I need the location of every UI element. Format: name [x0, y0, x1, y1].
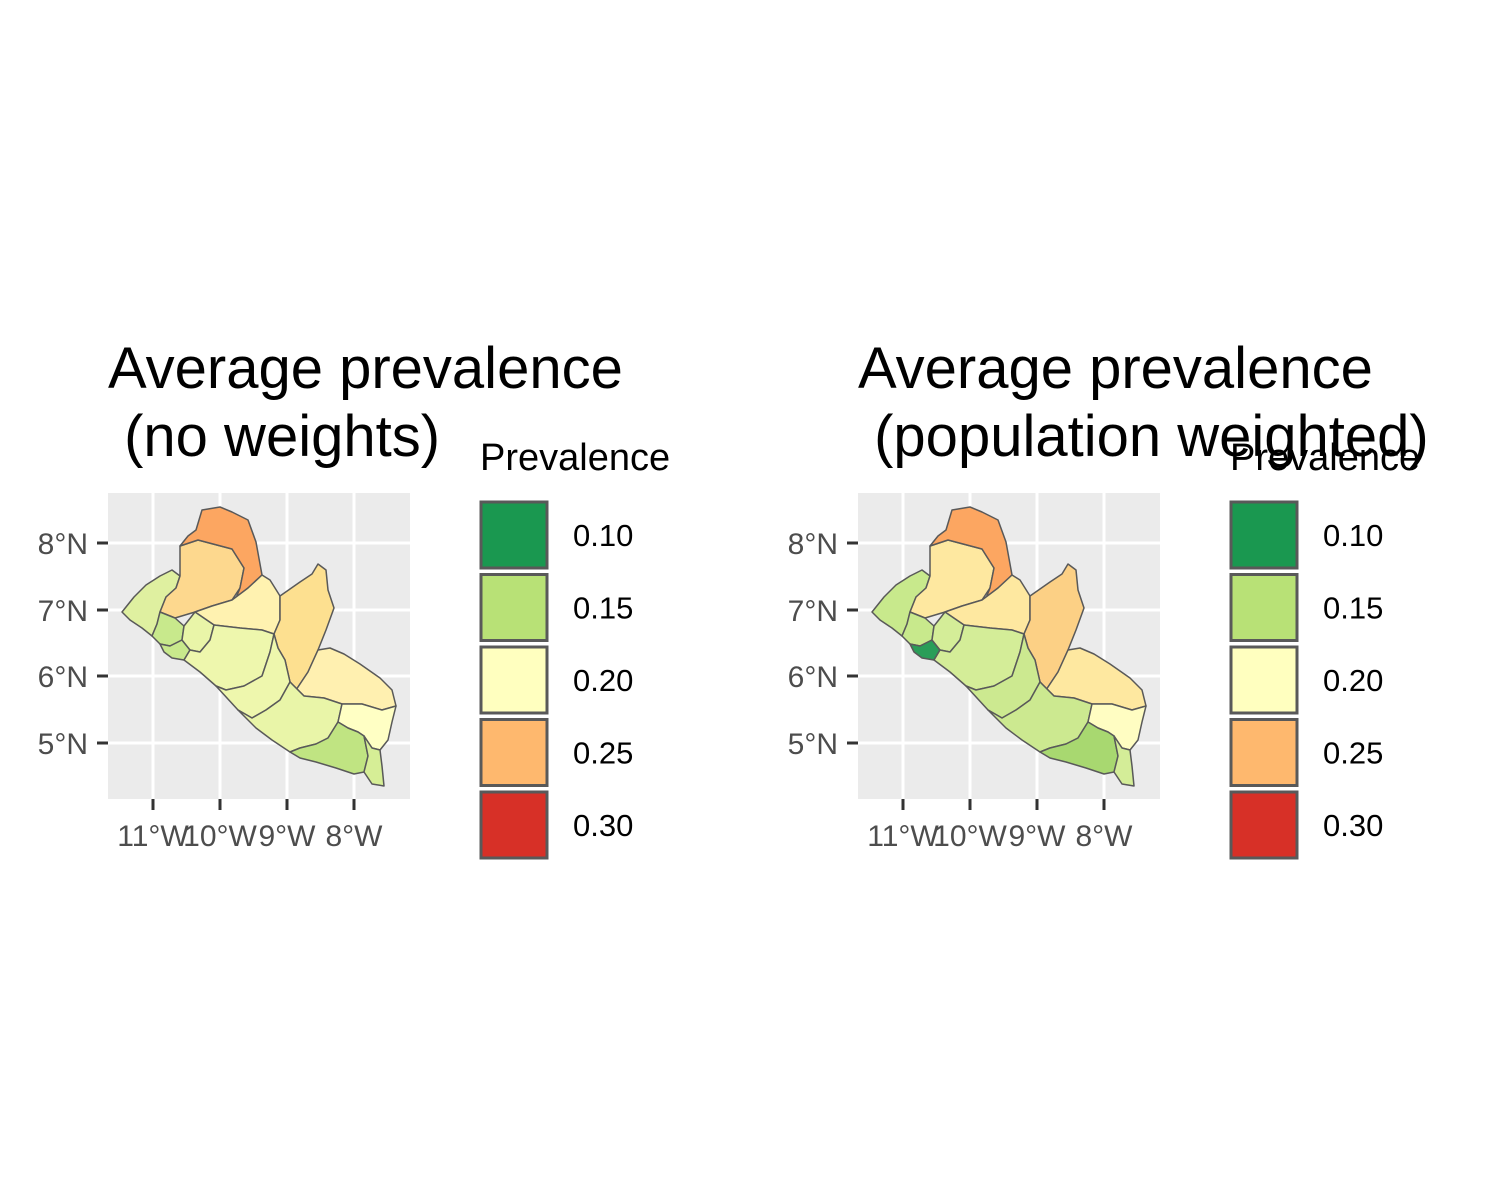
legend-key-swatch	[1229, 500, 1299, 570]
county-lofa	[929, 506, 1013, 599]
county-maryland	[1113, 735, 1135, 787]
legend-key-swatch	[479, 573, 549, 642]
legend-key-swatch	[1229, 573, 1299, 642]
legend-key-label: 0.10	[573, 518, 633, 553]
lon-axis: 11°W 10°W 9°W 8°W	[117, 799, 383, 853]
legend-key-label: 0.20	[1323, 663, 1383, 698]
legend-key-swatch	[1229, 645, 1299, 715]
lon-tick-label: 9°W	[1009, 820, 1067, 853]
lon-tick-label: 9°W	[259, 820, 317, 853]
lat-axis: 8°N 7°N 6°N 5°N	[788, 528, 858, 761]
legend-key-swatch	[479, 645, 549, 715]
legend-key-swatch	[1229, 718, 1299, 787]
legend-key-swatch	[479, 790, 549, 860]
map-panel-population-weighted: Average prevalence (population weighted)…	[788, 336, 1429, 860]
lat-tick-label: 6°N	[38, 661, 88, 694]
lon-tick-label: 10°W	[933, 820, 1007, 853]
lat-tick-label: 5°N	[788, 728, 838, 761]
lon-axis: 11°W 10°W 9°W 8°W	[867, 799, 1133, 853]
legend-key-label: 0.30	[1323, 808, 1383, 843]
county-polygons	[121, 506, 397, 787]
lon-tick-label: 11°W	[117, 820, 189, 853]
legend: Prevalence 0.10 0.15 0.20 0.25 0.30	[479, 437, 670, 860]
lat-tick-label: 6°N	[788, 661, 838, 694]
lat-tick-label: 8°N	[788, 528, 838, 561]
lat-tick-label: 7°N	[788, 595, 838, 628]
legend: Prevalence 0.10 0.15 0.20 0.25 0.30	[1229, 437, 1420, 860]
lat-tick-label: 7°N	[38, 595, 88, 628]
lat-tick-label: 8°N	[38, 528, 88, 561]
legend-key-swatch	[1229, 790, 1299, 860]
legend-title: Prevalence	[480, 437, 670, 479]
legend-title: Prevalence	[1230, 437, 1420, 479]
legend-key-label: 0.20	[573, 663, 633, 698]
legend-key-label: 0.15	[573, 591, 633, 626]
county-polygons	[871, 506, 1147, 787]
county-maryland	[363, 735, 385, 787]
legend-key-swatch	[479, 500, 549, 570]
map-title-line-2: (population weighted)	[858, 404, 1429, 469]
lon-tick-label: 8°W	[1076, 820, 1134, 853]
legend-key-swatch	[479, 718, 549, 787]
map-title-line-2: (no weights)	[108, 404, 440, 469]
lon-tick-label: 10°W	[183, 820, 257, 853]
legend-key-label: 0.30	[573, 808, 633, 843]
lat-axis: 8°N 7°N 6°N 5°N	[38, 528, 108, 761]
map-title-line-1: Average prevalence	[858, 336, 1373, 401]
legend-key-label: 0.15	[1323, 591, 1383, 626]
lat-tick-label: 5°N	[38, 728, 88, 761]
legend-key-label: 0.25	[573, 736, 633, 771]
map-title-line-1: Average prevalence	[108, 336, 623, 401]
county-lofa	[179, 506, 263, 599]
lon-tick-label: 11°W	[867, 820, 939, 853]
lon-tick-label: 8°W	[326, 820, 384, 853]
map-panel-no-weights: Average prevalence (no weights) 8°N 7°N …	[38, 336, 670, 860]
legend-key-label: 0.25	[1323, 736, 1383, 771]
legend-key-label: 0.10	[1323, 518, 1383, 553]
